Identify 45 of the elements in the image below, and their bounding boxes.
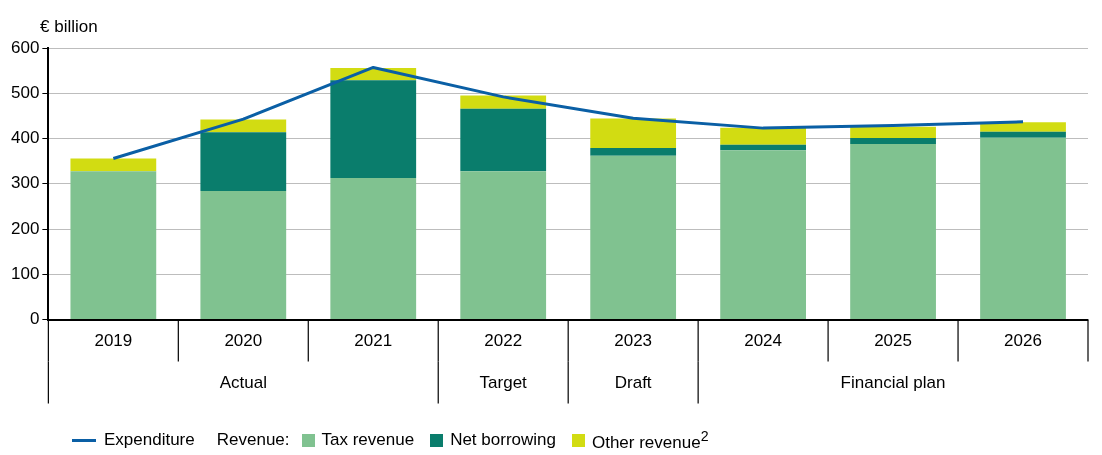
y-tick-label: 400 <box>10 128 40 148</box>
x-tick-label: 2026 <box>1004 331 1042 351</box>
legend-label: Other revenue$^{2}$ <box>591 428 709 453</box>
bar <box>200 191 287 320</box>
bar <box>460 108 547 172</box>
bar <box>590 155 677 320</box>
y-tick-label: 600 <box>10 37 40 57</box>
bar <box>590 118 677 149</box>
bar <box>330 177 417 320</box>
bar <box>720 150 806 320</box>
y-tick-label: 300 <box>10 173 40 193</box>
bar <box>850 126 936 139</box>
legend-label: Net borrowing <box>450 430 556 451</box>
bar <box>330 80 417 178</box>
bar <box>70 158 157 172</box>
legend-label: Expenditure <box>104 430 195 451</box>
text: Actual <box>219 373 267 393</box>
x-tick-label: 2022 <box>484 331 523 351</box>
x-tick-label: 2020 <box>224 331 263 351</box>
bar <box>850 138 936 144</box>
y-tick-label: 200 <box>10 218 40 238</box>
bar <box>850 143 936 320</box>
y-tick-label: 500 <box>10 82 40 102</box>
legend-label: Tax revenue <box>321 430 415 451</box>
bar <box>200 132 287 192</box>
bar <box>590 148 677 156</box>
bar <box>980 131 1066 138</box>
bar <box>980 137 1066 320</box>
x-tick-label: 2023 <box>614 331 653 351</box>
x-tick-label: 2024 <box>744 331 783 351</box>
text: Draft <box>614 373 652 393</box>
y-axis-title: € billion <box>40 17 98 37</box>
bar <box>980 122 1066 132</box>
bar <box>720 127 806 145</box>
bar <box>460 171 547 320</box>
x-tick-label: 2021 <box>354 331 393 351</box>
bar <box>720 144 806 151</box>
text: Financial plan <box>840 373 946 393</box>
y-tick-label: 0 <box>29 309 40 329</box>
x-tick-label: 2019 <box>94 331 133 351</box>
x-tick-label: 2025 <box>874 331 912 351</box>
bar <box>70 171 157 320</box>
text: Target <box>479 373 528 393</box>
legend-title: Revenue: <box>216 430 290 451</box>
y-tick-label: 100 <box>10 264 40 284</box>
